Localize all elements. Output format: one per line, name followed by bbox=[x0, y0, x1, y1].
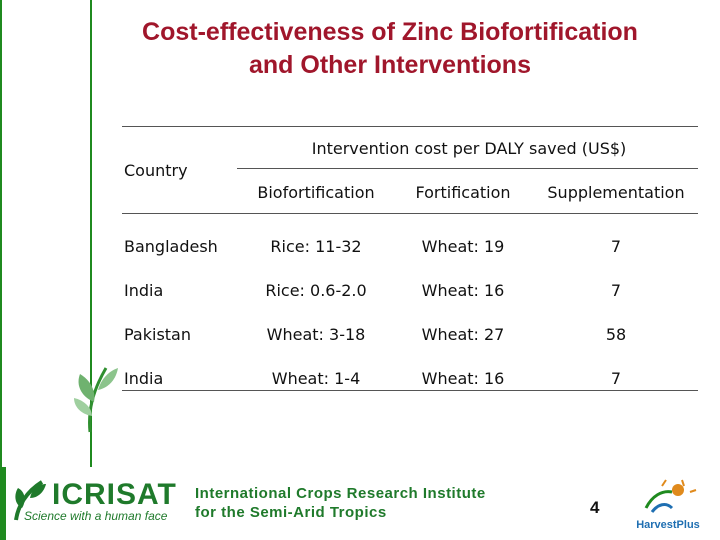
column-header-biofortification: Biofortification bbox=[257, 183, 375, 202]
footer-green-edge bbox=[0, 467, 6, 540]
icrisat-logo-icon bbox=[14, 480, 46, 521]
table-header-rule bbox=[122, 213, 698, 214]
cell-biofortification: Rice: 11-32 bbox=[270, 237, 362, 256]
slide-title: Cost-effectiveness of Zinc Biofortificat… bbox=[95, 16, 685, 82]
leaf-icon bbox=[74, 367, 118, 433]
icrisat-tagline: Science with a human face bbox=[24, 509, 168, 523]
cell-biofortification: Rice: 0.6-2.0 bbox=[265, 281, 367, 300]
table-bottom-rule bbox=[122, 390, 698, 391]
cell-country: India bbox=[124, 281, 164, 300]
cell-fortification: Wheat: 19 bbox=[421, 237, 505, 256]
cell-fortification: Wheat: 16 bbox=[421, 369, 505, 388]
country-header: Country bbox=[124, 161, 188, 180]
page-number: 4 bbox=[590, 498, 600, 517]
cell-supplementation: 7 bbox=[610, 237, 622, 256]
group-header: Intervention cost per DALY saved (US$) bbox=[311, 139, 627, 158]
cell-biofortification: Wheat: 3-18 bbox=[266, 325, 366, 344]
footer bbox=[0, 467, 720, 540]
title-line-2: and Other Interventions bbox=[249, 51, 531, 79]
column-header-supplementation: Supplementation bbox=[547, 183, 685, 202]
column-header-fortification: Fortification bbox=[415, 183, 511, 202]
cell-country: India bbox=[124, 369, 164, 388]
icrisat-logo-text: ICRISAT bbox=[52, 478, 177, 511]
cell-supplementation: 7 bbox=[610, 281, 622, 300]
institute-line-1: International Crops Research Institute bbox=[195, 485, 486, 502]
cell-biofortification: Wheat: 1-4 bbox=[271, 369, 361, 388]
institute-line-2: for the Semi-Arid Tropics bbox=[195, 504, 387, 521]
institute-name: International Crops Research Institute f… bbox=[195, 484, 486, 522]
footer-right-strip bbox=[707, 467, 720, 540]
title-line-1: Cost-effectiveness of Zinc Biofortificat… bbox=[142, 18, 638, 46]
cell-fortification: Wheat: 27 bbox=[421, 325, 505, 344]
cell-supplementation: 58 bbox=[605, 325, 627, 344]
left-bar-inner bbox=[2, 0, 90, 467]
harvestplus-logo-icon: HarvestPlus bbox=[636, 479, 700, 531]
cell-country: Bangladesh bbox=[124, 237, 218, 256]
table-top-rule bbox=[122, 126, 698, 127]
harvestplus-logo-text: HarvestPlus bbox=[636, 519, 700, 531]
table-group-rule bbox=[237, 168, 698, 169]
cell-country: Pakistan bbox=[124, 325, 191, 344]
cell-supplementation: 7 bbox=[610, 369, 622, 388]
cell-fortification: Wheat: 16 bbox=[421, 281, 505, 300]
